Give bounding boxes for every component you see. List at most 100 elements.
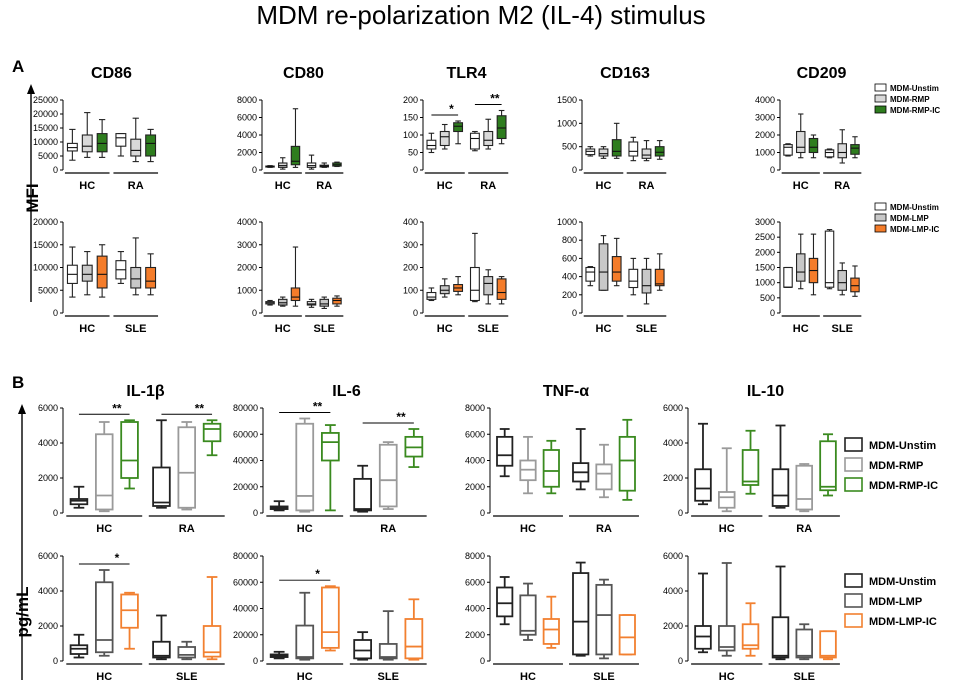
box-hc-1 [295,417,315,513]
box-ra-1 [378,441,398,510]
y-tick-label: 1500 [755,263,775,273]
box-iqr [378,643,398,660]
box-iqr [202,422,222,443]
legend-rmp-big-rmp-ic: MDM-RMP-IC [869,480,938,492]
box-iqr [145,134,157,157]
box-sle-0 [115,251,127,284]
legend-lmp-big: MDM-Unstim MDM-LMP MDM-LMP-IC [844,573,937,628]
box-iqr [130,138,142,157]
y-tick-label: 2000 [38,621,58,631]
panel-il6_ra: IL-6 0 20000 40000 60000 80000 HC RA ** ** [233,383,427,535]
y-tick-label: 20000 [33,217,58,227]
legend-rmp-small-rmp-ic: MDM-RMP-IC [890,106,940,115]
y-tick-label: 20000 [233,630,258,640]
x-category-label: HC [437,180,453,192]
y-tick-label: 25000 [33,95,58,105]
box-hc-2 [120,591,139,650]
legend-rmp-big: MDM-Unstim MDM-RMP MDM-RMP-IC [844,437,938,492]
x-category-label: HC [275,323,291,335]
box-iqr [694,468,712,502]
significance-label: ** [396,410,406,424]
box-iqr [483,276,494,296]
box-hc-0 [69,485,89,509]
y-tick-label: 4000 [38,586,58,596]
box-sle-1 [795,623,813,661]
box-iqr [718,625,736,652]
box-iqr [177,646,196,659]
box-sle-1 [641,257,652,305]
x-category-label: HC [96,671,112,683]
box-iqr [496,115,507,140]
y-tick-label: 6000 [465,577,485,587]
panel-cd86_sle: 0 5000 10000 15000 20000 HC SLE [33,217,159,335]
box-iqr [469,132,480,150]
legend-rmp-big-unstim: MDM-Unstim [869,440,936,452]
y-tick-label: 2000 [755,130,775,140]
box-sle-0 [469,232,480,303]
y-tick-label: 2500 [755,232,775,242]
y-tick-label: 0 [770,308,775,318]
box-iqr [177,426,196,509]
box-iqr [819,630,837,659]
box-iqr [796,253,806,282]
significance-label: * [115,551,120,565]
box-hc-0 [69,633,89,659]
box-iqr [850,277,860,293]
panel-title-cd163_ra: CD163 [600,65,650,82]
y-tick-label: 60000 [233,577,258,587]
box-sle-1 [378,610,398,661]
y-tick-label: 600 [562,253,577,263]
y-tick-label: 20000 [33,109,58,119]
x-category-label: SLE [478,323,499,335]
y-tick-label: 800 [562,235,577,245]
box-hc-2 [741,429,760,495]
box-iqr [628,268,639,289]
box-sle-1 [483,269,494,305]
y-tick-label: 2000 [663,473,683,483]
significance-label: ** [195,401,205,415]
x-category-label: RA [179,523,195,535]
box-sle-1 [130,237,142,296]
box-iqr [741,623,760,650]
box-ra-0 [115,133,127,157]
box-ra-1 [641,140,652,162]
box-ra-2 [654,140,665,160]
x-category-label: RA [596,523,612,535]
box-sle-0 [572,561,590,657]
y-tick-label: 1000 [557,217,577,227]
y-tick-label: 80000 [233,551,258,561]
box-iqr [519,594,537,636]
box-hc-2 [808,233,819,296]
panel-il10_sle: 0 2000 4000 6000 HC SLE [663,551,840,683]
y-tick-label: 500 [562,142,577,152]
x-category-label: RA [639,180,655,192]
panel-title-il6_ra: IL-6 [332,383,361,400]
box-sle-2 [202,576,222,661]
box-iqr [771,616,790,659]
box-hc-0 [426,132,437,154]
box-iqr [81,134,93,153]
y-tick-label: 4000 [755,95,775,105]
box-iqr [115,133,127,147]
significance-label: * [315,567,320,581]
y-tick-label: 400 [403,217,418,227]
y-tick-label: 4000 [465,456,485,466]
panel-il1b_ra: IL-1β 0 2000 4000 6000 HC RA ** ** [38,383,225,535]
panel-il10_ra: IL-10 0 2000 4000 6000 HC RA [663,383,840,535]
box-hc-1 [81,251,93,296]
box-iqr [290,145,301,166]
box-iqr [542,618,560,645]
significance-label: * [449,102,454,116]
box-iqr [850,144,860,155]
box-hc-1 [796,233,806,290]
box-iqr [295,422,315,512]
box-hc-1 [95,569,114,657]
box-hc-2 [741,602,760,657]
box-hc-2 [453,120,464,145]
box-iqr [319,298,329,307]
box-ra-0 [572,428,590,491]
x-category-label: RA [380,523,396,535]
x-category-label: HC [793,180,809,192]
x-category-label: HC [96,523,112,535]
